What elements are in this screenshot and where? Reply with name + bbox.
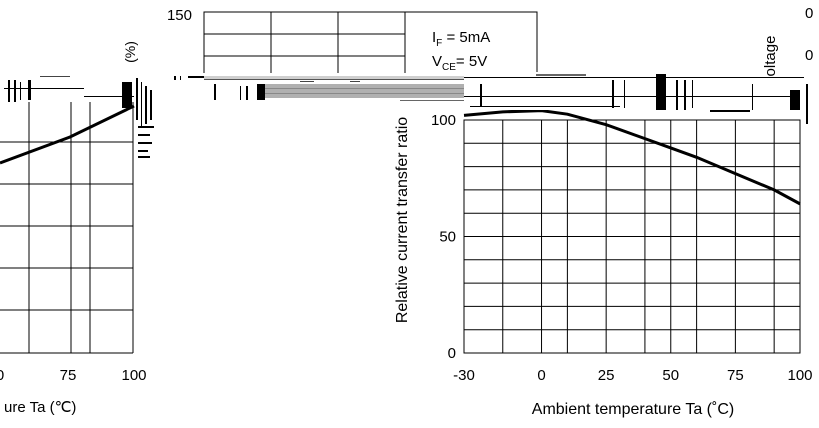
main-chart-y-label: Relative current transfer ratio [394,117,411,323]
main-chart-x-tick-label: 100 [787,367,812,384]
far-right-y-tick: 0 [805,5,813,22]
main-chart-y-tick-label: 0 [448,345,456,362]
main-chart-x-label: Ambient temperature Ta (˚C) [532,401,734,418]
main-chart-y-tick-label: 100 [431,112,456,129]
main-chart: -30 0 25 50 75 100 0 50 100 Ambient temperature… [394,72,813,418]
left-chart-x-ticks: 0 75 100 [0,367,147,384]
main-chart-grid [463,119,801,354]
main-glitch-artifacts [464,72,810,124]
far-right-fragment: 0 0 oltage [762,5,813,76]
main-chart-y-tick-label: 50 [439,229,456,246]
main-chart-x-tick-label: 25 [598,367,615,384]
left-chart-x-tick-label: 75 [60,367,77,384]
left-chart-y-label: (%) [122,41,138,63]
main-chart-x-tick-label: 0 [537,367,545,384]
far-right-y-label: oltage [762,36,779,77]
middle-chart-annotation-vce: VCE= 5V [432,53,487,73]
left-chart: 0 75 100 (%) ure Ta (℃) [0,41,154,416]
left-chart-x-tick-label: 0 [0,367,4,384]
middle-chart-annotation-if: IF = 5mA [432,29,490,49]
left-chart-series-line [0,104,135,165]
main-chart-x-tick-label: -30 [453,367,475,384]
main-chart-x-tick-label: 50 [662,367,679,384]
main-chart-series-line [463,109,801,206]
left-chart-x-tick-label: 100 [121,367,146,384]
main-chart-x-ticks: -30 0 25 50 75 100 [453,367,812,384]
middle-chart-y-tick: 150 [167,7,192,24]
middle-chart-frame [203,11,538,81]
left-chart-x-label: ure Ta (℃) [4,399,76,416]
main-chart-x-tick-label: 75 [727,367,744,384]
middle-chart: 150 IF = 5mA VCE= 5V [167,7,538,103]
left-glitch-artifacts [4,72,154,158]
main-chart-y-ticks: 0 50 100 [431,112,456,362]
middle-glitch-artifacts [170,73,470,103]
left-chart-grid [0,100,133,353]
far-right-y-tick: 0 [805,47,813,64]
